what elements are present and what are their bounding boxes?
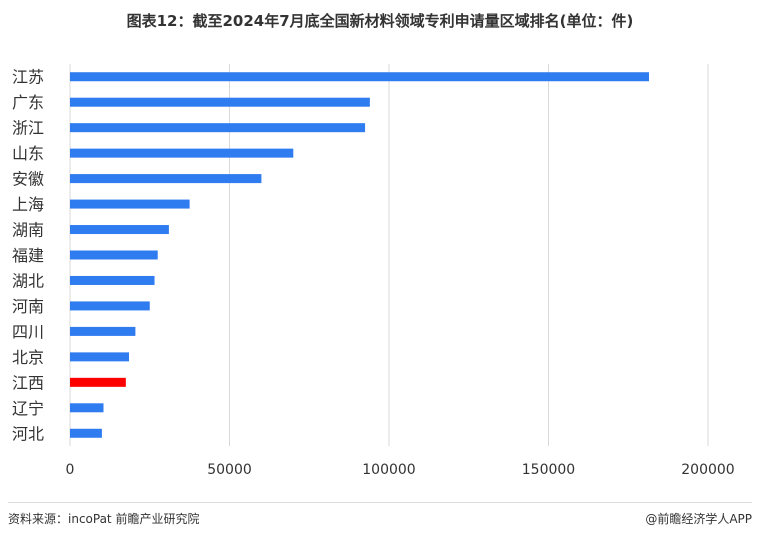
bar-12 <box>70 352 130 362</box>
bar-15 <box>70 428 102 438</box>
category-label: 上海 <box>12 195 44 214</box>
bar-9 <box>70 275 155 285</box>
bar-1 <box>70 72 649 82</box>
footer-divider <box>8 502 752 503</box>
category-label: 河南 <box>12 297 44 316</box>
bar-5 <box>70 174 262 184</box>
bar-6 <box>70 199 190 209</box>
x-tick-label: 150000 <box>522 462 575 478</box>
grid-layer <box>69 64 709 446</box>
bar-10 <box>70 301 150 311</box>
category-label: 福建 <box>12 246 44 265</box>
category-label: 浙江 <box>12 119 44 138</box>
bar-8 <box>70 250 158 260</box>
x-tick-label: 50000 <box>207 462 252 478</box>
credit-note: @前瞻经济学人APP <box>645 512 752 526</box>
x-tick-label: 200000 <box>681 462 734 478</box>
chart-title: 图表12：截至2024年7月底全国新材料领域专利申请量区域排名(单位：件) <box>126 12 634 30</box>
category-label: 广东 <box>12 93 44 112</box>
bar-4 <box>70 148 294 158</box>
bar-14 <box>70 403 104 413</box>
bar-11 <box>70 326 136 336</box>
category-label: 河北 <box>12 424 44 443</box>
category-label: 山东 <box>12 144 44 163</box>
bar-layer <box>70 72 649 438</box>
category-label: 江苏 <box>12 68 44 87</box>
category-label: 江西 <box>12 373 44 392</box>
category-label: 四川 <box>12 322 44 341</box>
bar-7 <box>70 225 169 235</box>
bar-13 <box>70 377 126 387</box>
x-tick-layer: 0 50000 100000 150000 200000 <box>66 462 735 478</box>
category-label: 北京 <box>12 348 44 367</box>
source-note: 资料来源：incoPat 前瞻产业研究院 <box>8 512 200 526</box>
x-tick-label: 100000 <box>362 462 415 478</box>
category-label: 辽宁 <box>12 399 44 418</box>
category-label: 安徽 <box>12 170 44 189</box>
bar-3 <box>70 123 366 133</box>
bar-2 <box>70 97 370 107</box>
x-tick-label: 0 <box>66 462 75 478</box>
category-label: 湖北 <box>12 271 44 290</box>
category-label: 湖南 <box>12 221 44 240</box>
